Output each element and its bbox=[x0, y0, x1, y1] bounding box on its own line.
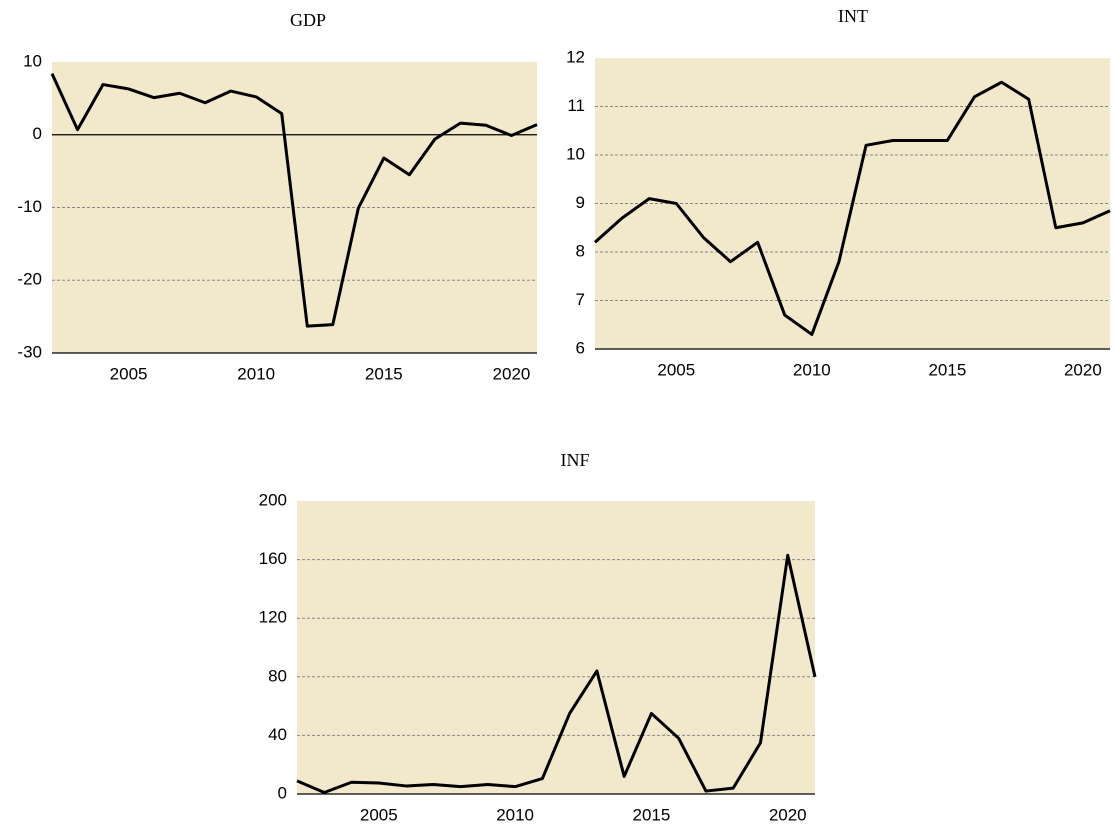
y-tick-label: -30 bbox=[17, 342, 42, 361]
x-tick-label: 2015 bbox=[928, 360, 966, 379]
x-tick-label: 2015 bbox=[633, 805, 671, 824]
y-tick-label: 0 bbox=[278, 783, 287, 802]
y-tick-label: 40 bbox=[268, 725, 287, 744]
data-line bbox=[296, 553, 817, 795]
y-tick-label: -10 bbox=[17, 197, 42, 216]
plot-area bbox=[297, 501, 815, 794]
x-tick-label: 2020 bbox=[1064, 360, 1102, 379]
x-tick-label: 2005 bbox=[657, 360, 695, 379]
data-line bbox=[593, 80, 1111, 336]
y-tick-label: 12 bbox=[566, 47, 585, 66]
y-tick-label: -20 bbox=[17, 270, 42, 289]
y-tick-label: 9 bbox=[576, 193, 585, 212]
x-tick-label: 2020 bbox=[493, 364, 531, 383]
x-tick-label: 2020 bbox=[769, 805, 807, 824]
data-line bbox=[50, 73, 538, 328]
y-tick-label: 200 bbox=[259, 490, 287, 509]
x-tick-label: 2015 bbox=[365, 364, 403, 383]
y-tick-label: 10 bbox=[23, 51, 42, 70]
chart-title: INF bbox=[560, 450, 589, 470]
chart-title: GDP bbox=[290, 10, 326, 30]
y-tick-label: 80 bbox=[268, 666, 287, 685]
x-tick-label: 2010 bbox=[237, 364, 275, 383]
y-tick-label: 0 bbox=[33, 124, 42, 143]
x-tick-label: 2010 bbox=[793, 360, 831, 379]
chart-title: INT bbox=[838, 6, 868, 26]
y-tick-label: 11 bbox=[567, 96, 585, 115]
y-tick-label: 6 bbox=[576, 338, 585, 357]
y-tick-label: 160 bbox=[259, 549, 287, 568]
y-tick-label: 8 bbox=[576, 241, 585, 260]
y-tick-label: 10 bbox=[566, 144, 585, 163]
y-tick-label: 7 bbox=[576, 290, 585, 309]
x-tick-label: 2005 bbox=[110, 364, 148, 383]
y-tick-label: 120 bbox=[259, 608, 287, 627]
x-tick-label: 2010 bbox=[496, 805, 534, 824]
x-tick-label: 2005 bbox=[360, 805, 398, 824]
